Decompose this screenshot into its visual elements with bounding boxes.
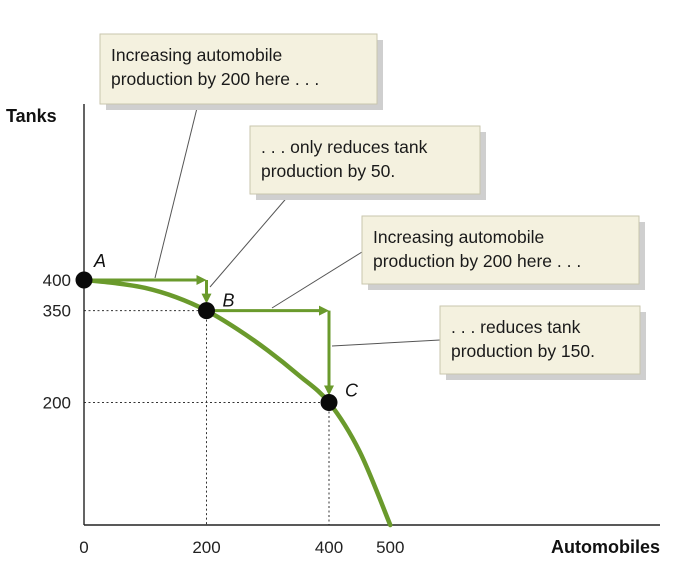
axes <box>83 104 660 526</box>
data-points: A B C <box>75 251 359 411</box>
point-label-a: A <box>93 251 106 271</box>
annotation-text-line: Increasing automobile <box>111 45 282 65</box>
arrowhead <box>196 275 207 285</box>
y-axis-ticks: 400 350 200 <box>43 271 71 413</box>
annotation-leader-lines <box>154 103 441 347</box>
annotation-box <box>249 125 481 195</box>
x-axis-title: Automobiles <box>551 537 660 557</box>
x-tick-label: 500 <box>376 538 404 557</box>
point-label-b: B <box>223 291 235 311</box>
point-c <box>320 394 338 411</box>
y-axis-title: Tanks <box>6 106 57 126</box>
arrowhead <box>201 293 212 304</box>
annotation-text-line: . . . only reduces tank <box>261 137 428 157</box>
annotation-box <box>99 33 378 105</box>
annotation-text-line: production by 50. <box>261 161 395 181</box>
guide-lines <box>84 310 330 525</box>
y-tick-label: 400 <box>43 271 71 290</box>
change-arrows <box>90 275 334 396</box>
annotation-text-line: Increasing automobile <box>373 227 544 247</box>
point-a <box>75 271 93 289</box>
leader-line <box>271 251 363 309</box>
annotation-boxes: Increasing automobile production by 200 h… <box>99 33 646 380</box>
x-tick-label: 400 <box>315 538 343 557</box>
annotation-text-line: production by 150. <box>451 341 595 361</box>
point-label-c: C <box>345 381 359 401</box>
leader-line <box>154 103 199 279</box>
point-b <box>198 302 215 320</box>
annotation-box <box>361 215 640 285</box>
arrowhead <box>319 305 329 316</box>
arrowhead <box>324 385 334 396</box>
annotation-box <box>439 305 641 375</box>
annotation-text-line: . . . reduces tank <box>451 317 581 337</box>
leader-line <box>209 193 291 288</box>
y-tick-label: 350 <box>43 302 71 321</box>
y-tick-label: 200 <box>43 394 71 413</box>
annotation-text-line: production by 200 here . . . <box>111 69 319 89</box>
x-axis-ticks: 0 200 400 500 <box>79 538 404 557</box>
production-possibilities-curve <box>81 277 393 528</box>
x-tick-label: 200 <box>192 538 220 557</box>
annotation-text-line: production by 200 here . . . <box>373 251 581 271</box>
x-tick-label: 0 <box>79 538 88 557</box>
leader-line <box>331 339 441 347</box>
